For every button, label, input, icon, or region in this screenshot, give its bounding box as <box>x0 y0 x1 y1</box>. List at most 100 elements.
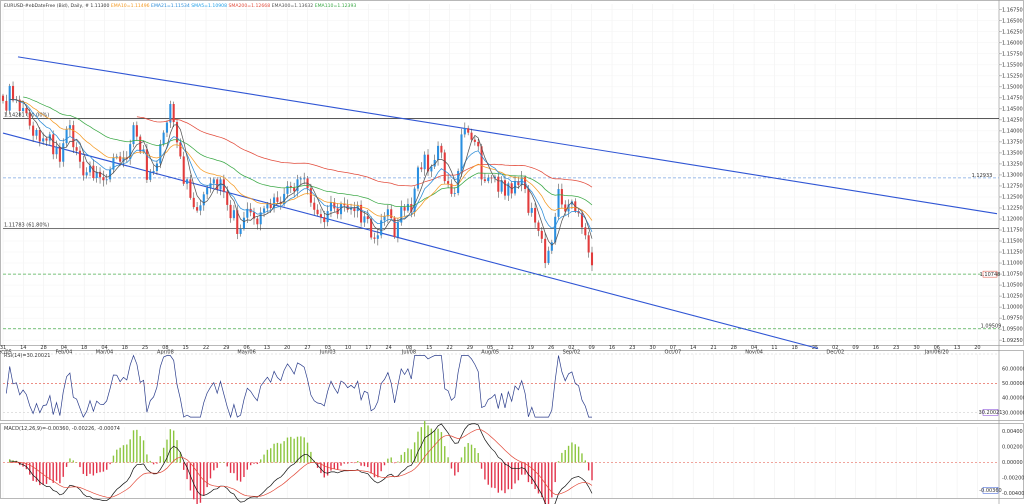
macd-histogram-bar <box>8 459 11 463</box>
price-tick-label: 1.16500 <box>1002 18 1023 24</box>
candle <box>343 203 346 206</box>
candle <box>386 209 389 217</box>
date-tick-label: 22 <box>446 345 452 351</box>
macd-histogram-bar <box>35 462 38 482</box>
indicator-value: SMA200=1.12668 <box>228 3 271 9</box>
date-tick-label: 14 <box>20 345 26 351</box>
date-tick-label: 10 <box>345 345 351 351</box>
macd-histogram-bar <box>256 462 259 465</box>
date-tick-label: 12 <box>507 345 513 351</box>
candle <box>500 180 503 192</box>
price-tick-label: 1.15250 <box>1002 73 1023 79</box>
candle <box>326 211 329 223</box>
macd-tick-label: -0.00200 <box>1002 476 1024 482</box>
macd-histogram-bar <box>259 459 262 463</box>
candle <box>396 222 399 238</box>
macd-histogram-bar <box>407 448 409 463</box>
candle <box>560 189 563 205</box>
macd-histogram-bar <box>357 461 359 463</box>
macd-histogram-bar <box>39 462 41 486</box>
candle <box>293 187 296 192</box>
price-tick-label: 1.15000 <box>1002 84 1023 90</box>
date-tick-label: 09 <box>589 345 595 351</box>
macd-histogram-bar <box>497 462 499 493</box>
price-tick-label: 1.13000 <box>1002 173 1023 179</box>
candle <box>72 125 75 148</box>
macd-histogram-bar <box>209 462 212 479</box>
macd-histogram-bar <box>310 451 312 463</box>
date-tick-label: 23 <box>629 345 635 351</box>
macd-histogram-bar <box>524 462 526 475</box>
candle <box>129 144 132 160</box>
candle <box>273 197 276 208</box>
candle <box>403 207 406 211</box>
candle <box>8 85 11 111</box>
date-tick-label: 17 <box>365 345 371 351</box>
macd-tick-label: 0.00200 <box>1002 445 1023 451</box>
candle <box>570 201 573 205</box>
candle <box>38 130 41 142</box>
candle <box>88 165 92 173</box>
macd-histogram-bar <box>413 442 416 463</box>
candle <box>353 207 356 212</box>
channel-lower-line <box>2 132 819 350</box>
macd-histogram-bar <box>122 445 125 463</box>
macd-histogram-bar <box>521 462 523 475</box>
indicator-value: EMA21=1.11534 <box>151 3 191 9</box>
candle <box>590 252 594 266</box>
date-tick-label: 03 <box>325 345 331 351</box>
macd-histogram-bar <box>306 442 309 463</box>
date-subtick-label: Mar/04 <box>96 350 113 356</box>
date-tick-label: 11 <box>771 345 777 351</box>
date-tick-label: 26 <box>548 345 554 351</box>
price-tick-label: 1.14750 <box>1002 95 1023 101</box>
candle <box>554 216 557 243</box>
macd-histogram-bar <box>504 462 506 494</box>
macd-histogram-bar <box>206 462 208 488</box>
candle <box>199 205 202 211</box>
candle <box>12 85 15 101</box>
indicator-value: SMA5=1.10908 <box>191 3 228 9</box>
macd-histogram-bar <box>226 462 228 467</box>
macd-histogram-bar <box>75 462 78 463</box>
macd-histogram-bar <box>480 462 483 469</box>
date-tick-label: 15 <box>426 345 432 351</box>
current-price-label: 1.10748 <box>980 272 1001 278</box>
date-tick-label: 06 <box>243 345 249 351</box>
date-tick-label: 16 <box>873 345 879 351</box>
candle <box>490 177 493 179</box>
macd-tick-label: -0.00400 <box>1002 491 1024 497</box>
candle <box>416 167 420 189</box>
date-subtick-label: Feb/04 <box>55 350 72 356</box>
candle <box>175 122 179 143</box>
macd-histogram-bar <box>139 436 141 463</box>
candle <box>149 172 152 180</box>
date-tick-label: 13 <box>264 345 270 351</box>
macd-histogram-bar <box>129 439 131 463</box>
macd-histogram-bar <box>196 462 198 504</box>
candle <box>350 207 353 210</box>
macd-histogram-bar <box>249 462 252 466</box>
candle <box>507 183 510 196</box>
macd-histogram-bar <box>89 462 91 474</box>
candle <box>262 208 266 213</box>
macd-histogram-bar <box>169 429 172 463</box>
macd-histogram-bar <box>507 462 510 490</box>
date-subtick-label: Oct/07 <box>665 350 682 356</box>
macd-histogram-bar <box>243 462 245 478</box>
macd-histogram-bar <box>112 455 115 463</box>
chart-header: EURUSD-#ebDateFree (Bid), Daily, # 1.113… <box>4 3 356 9</box>
price-tick-label: 1.11500 <box>1002 239 1023 245</box>
candle <box>242 217 245 229</box>
price-tick-label: 1.09500 <box>1002 327 1023 333</box>
macd-histogram-bar <box>296 436 299 463</box>
macd-histogram-bar <box>363 462 366 467</box>
macd-histogram-bar <box>587 462 590 471</box>
macd-histogram-bar <box>551 462 553 498</box>
macd-histogram-bar <box>203 462 205 496</box>
candle <box>540 230 543 239</box>
macd-histogram-bar <box>290 436 292 463</box>
channel-upper-line <box>17 56 998 215</box>
